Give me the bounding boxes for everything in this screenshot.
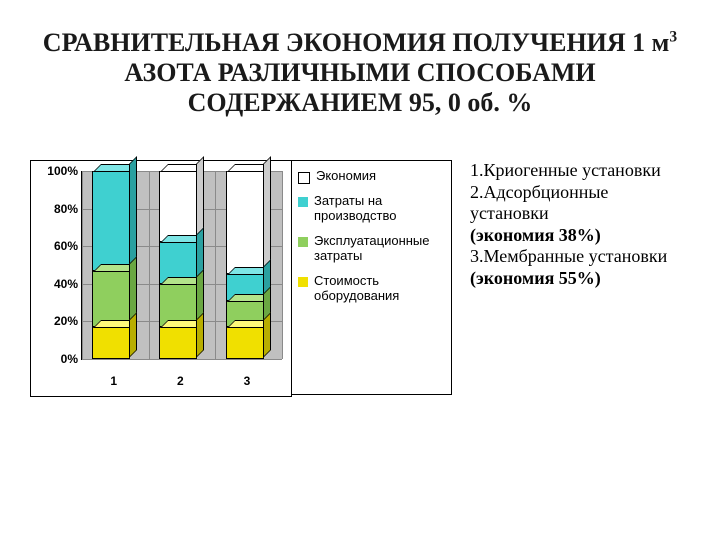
legend-item: Стоимость оборудования <box>298 274 445 304</box>
note-line: 3.Мембранные установки <box>470 246 670 268</box>
legend-label: Стоимость оборудования <box>314 274 445 304</box>
legend-swatch <box>298 197 308 207</box>
note-line: (экономия 38%) <box>470 225 670 247</box>
x-axis-label: 3 <box>244 374 251 388</box>
chart-plot <box>81 171 282 360</box>
legend-label: Эксплуатационные затраты <box>314 234 445 264</box>
legend-swatch <box>298 237 308 247</box>
content-row: 0% 20% 40% 60% 80% 100% 1 2 3 Экономия Затраты на… <box>30 160 690 397</box>
note-line: (экономия 55%) <box>470 268 670 290</box>
slide-title: СРАВНИТЕЛЬНАЯ ЭКОНОМИЯ ПОЛУЧЕНИЯ 1 м3 АЗ… <box>0 0 720 118</box>
x-axis-label: 1 <box>110 374 117 388</box>
y-axis-label: 100% <box>47 164 78 178</box>
legend-swatch <box>298 277 308 287</box>
legend-item: Экономия <box>298 169 445 184</box>
x-axis-label: 2 <box>177 374 184 388</box>
notes-block: 1.Криогенные установки2.Адсорбционные ус… <box>470 160 670 397</box>
note-line: 1.Криогенные установки <box>470 160 670 182</box>
bar-3 <box>226 171 264 359</box>
legend-panel: Экономия Затраты на производство Эксплуата… <box>292 160 452 395</box>
legend-label: Затраты на производство <box>314 194 445 224</box>
y-axis-label: 80% <box>54 202 78 216</box>
y-axis-label: 0% <box>61 352 78 366</box>
y-axis-label: 60% <box>54 239 78 253</box>
legend-item: Эксплуатационные затраты <box>298 234 445 264</box>
bar-2 <box>159 171 197 359</box>
y-axis-label: 40% <box>54 277 78 291</box>
y-axis-label: 20% <box>54 314 78 328</box>
note-line: 2.Адсорбционные установки <box>470 182 670 225</box>
slide: СРАВНИТЕЛЬНАЯ ЭКОНОМИЯ ПОЛУЧЕНИЯ 1 м3 АЗ… <box>0 0 720 540</box>
chart-panel: 0% 20% 40% 60% 80% 100% 1 2 3 <box>30 160 292 397</box>
legend-swatch <box>298 172 310 184</box>
legend-item: Затраты на производство <box>298 194 445 224</box>
legend-label: Экономия <box>316 169 376 184</box>
bar-1 <box>92 171 130 359</box>
